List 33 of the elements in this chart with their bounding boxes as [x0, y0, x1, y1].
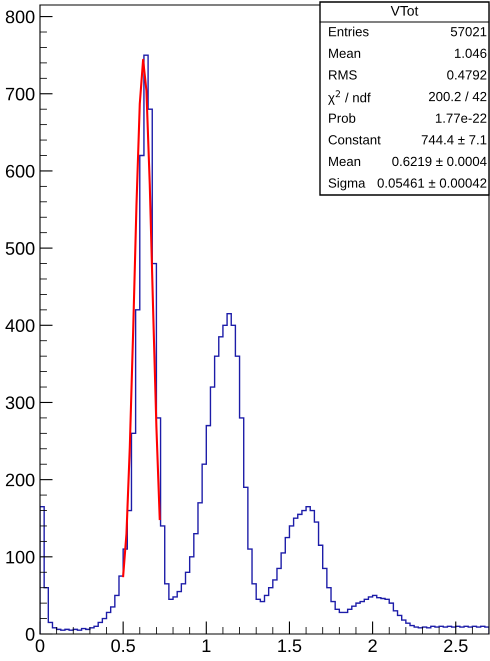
chart-title: VTot — [390, 6, 418, 16]
annotation: 0.6219 ± 0.0004 — [392, 156, 487, 166]
annotation: 0.05461 ± 0.00042 — [378, 178, 486, 188]
annotation: 57021 — [450, 27, 486, 36]
annotation: Mean — [329, 156, 360, 166]
annotation: Constant — [328, 135, 381, 144]
y-tick-label: 300 — [6, 396, 34, 410]
annotation: χ$^{2}$ / ndf — [328, 90, 371, 105]
annotation: Prob — [329, 113, 356, 123]
y-tick-label: 0 — [26, 628, 34, 641]
annotation: RMS — [329, 70, 357, 80]
annotation: Sigma — [328, 178, 366, 190]
annotation: 0.4792 — [447, 70, 486, 80]
y-tick-label: 600 — [6, 164, 34, 178]
annotation: Mean — [329, 48, 360, 58]
y-tick-label: 500 — [6, 242, 34, 255]
annotation: 1.046 — [454, 48, 486, 58]
x-tick-label: 2.5 — [444, 639, 468, 652]
x-tick-label: 2 — [368, 639, 377, 652]
x-tick-label: 1 — [202, 640, 210, 652]
annotation: 1.77e-22 — [436, 114, 486, 123]
x-tick-label: 0 — [36, 639, 44, 652]
annotation: 200.2 / 42 — [428, 92, 486, 102]
y-tick-label: 800 — [6, 10, 34, 24]
annotation: Entries — [329, 26, 369, 36]
y-tick-label: 700 — [6, 88, 34, 100]
x-tick-label: 1.5 — [278, 640, 302, 652]
y-tick-label: 200 — [6, 474, 34, 486]
x-tick-label: 0.5 — [111, 639, 135, 652]
y-tick-label: 400 — [5, 319, 34, 332]
annotation: 744.4 ± 7.1 — [422, 135, 486, 144]
y-tick-label: 100 — [6, 550, 34, 564]
line-series — [122, 58, 161, 578]
